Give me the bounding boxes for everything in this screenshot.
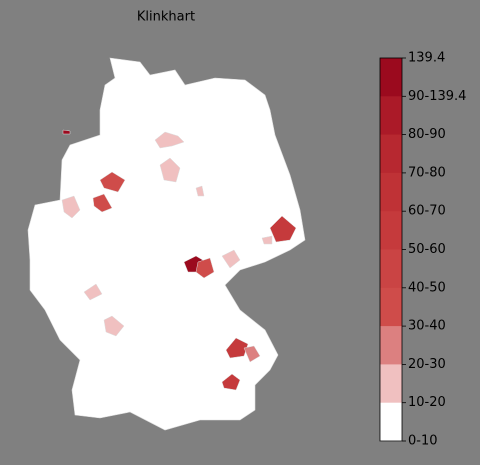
- map-title: Klinkhart: [137, 10, 195, 25]
- region: [62, 129, 71, 135]
- colorbar-label: 90-139.4: [408, 89, 466, 104]
- region: [103, 315, 125, 337]
- colorbar-segment: [380, 96, 402, 136]
- region: [92, 193, 113, 213]
- colorbar-segment: [380, 58, 402, 97]
- colorbar-segment: [380, 134, 402, 174]
- region: [159, 157, 181, 183]
- colorbar-segment: [380, 249, 402, 289]
- colorbar-label: 40-50: [408, 280, 446, 295]
- country-outline: [27, 57, 306, 431]
- colorbar-label: 139.4: [408, 51, 445, 66]
- region: [243, 345, 261, 363]
- colorbar-segment: [380, 326, 402, 365]
- colorbar-label: 0-10: [408, 434, 438, 449]
- colorbar-segment: [380, 287, 402, 327]
- colorbar-segment: [380, 364, 402, 404]
- region: [195, 185, 205, 197]
- colorbar-segment: [380, 172, 402, 212]
- colorbar: 139.4 90-139.4 80-90 70-80 60-70 50-60 40-50 30…: [379, 51, 466, 449]
- colorbar-label: 20-30: [408, 357, 446, 372]
- region: [261, 235, 273, 245]
- colorbar-label: 10-20: [408, 395, 446, 410]
- colorbar-label: 50-60: [408, 242, 446, 257]
- colorbar-label: 80-90: [408, 127, 446, 142]
- region: [99, 171, 126, 193]
- colorbar-label: 30-40: [408, 319, 446, 334]
- colorbar-label: 60-70: [408, 204, 446, 219]
- region: [195, 257, 215, 279]
- region: [83, 283, 103, 301]
- region: [221, 373, 241, 391]
- region: [221, 249, 241, 269]
- germany-map: [27, 57, 306, 431]
- region: [269, 215, 297, 243]
- colorbar-segment: [380, 211, 402, 250]
- colorbar-segment: [380, 402, 402, 442]
- region: [61, 195, 81, 219]
- region: [154, 131, 185, 149]
- colorbar-label: 70-80: [408, 165, 446, 180]
